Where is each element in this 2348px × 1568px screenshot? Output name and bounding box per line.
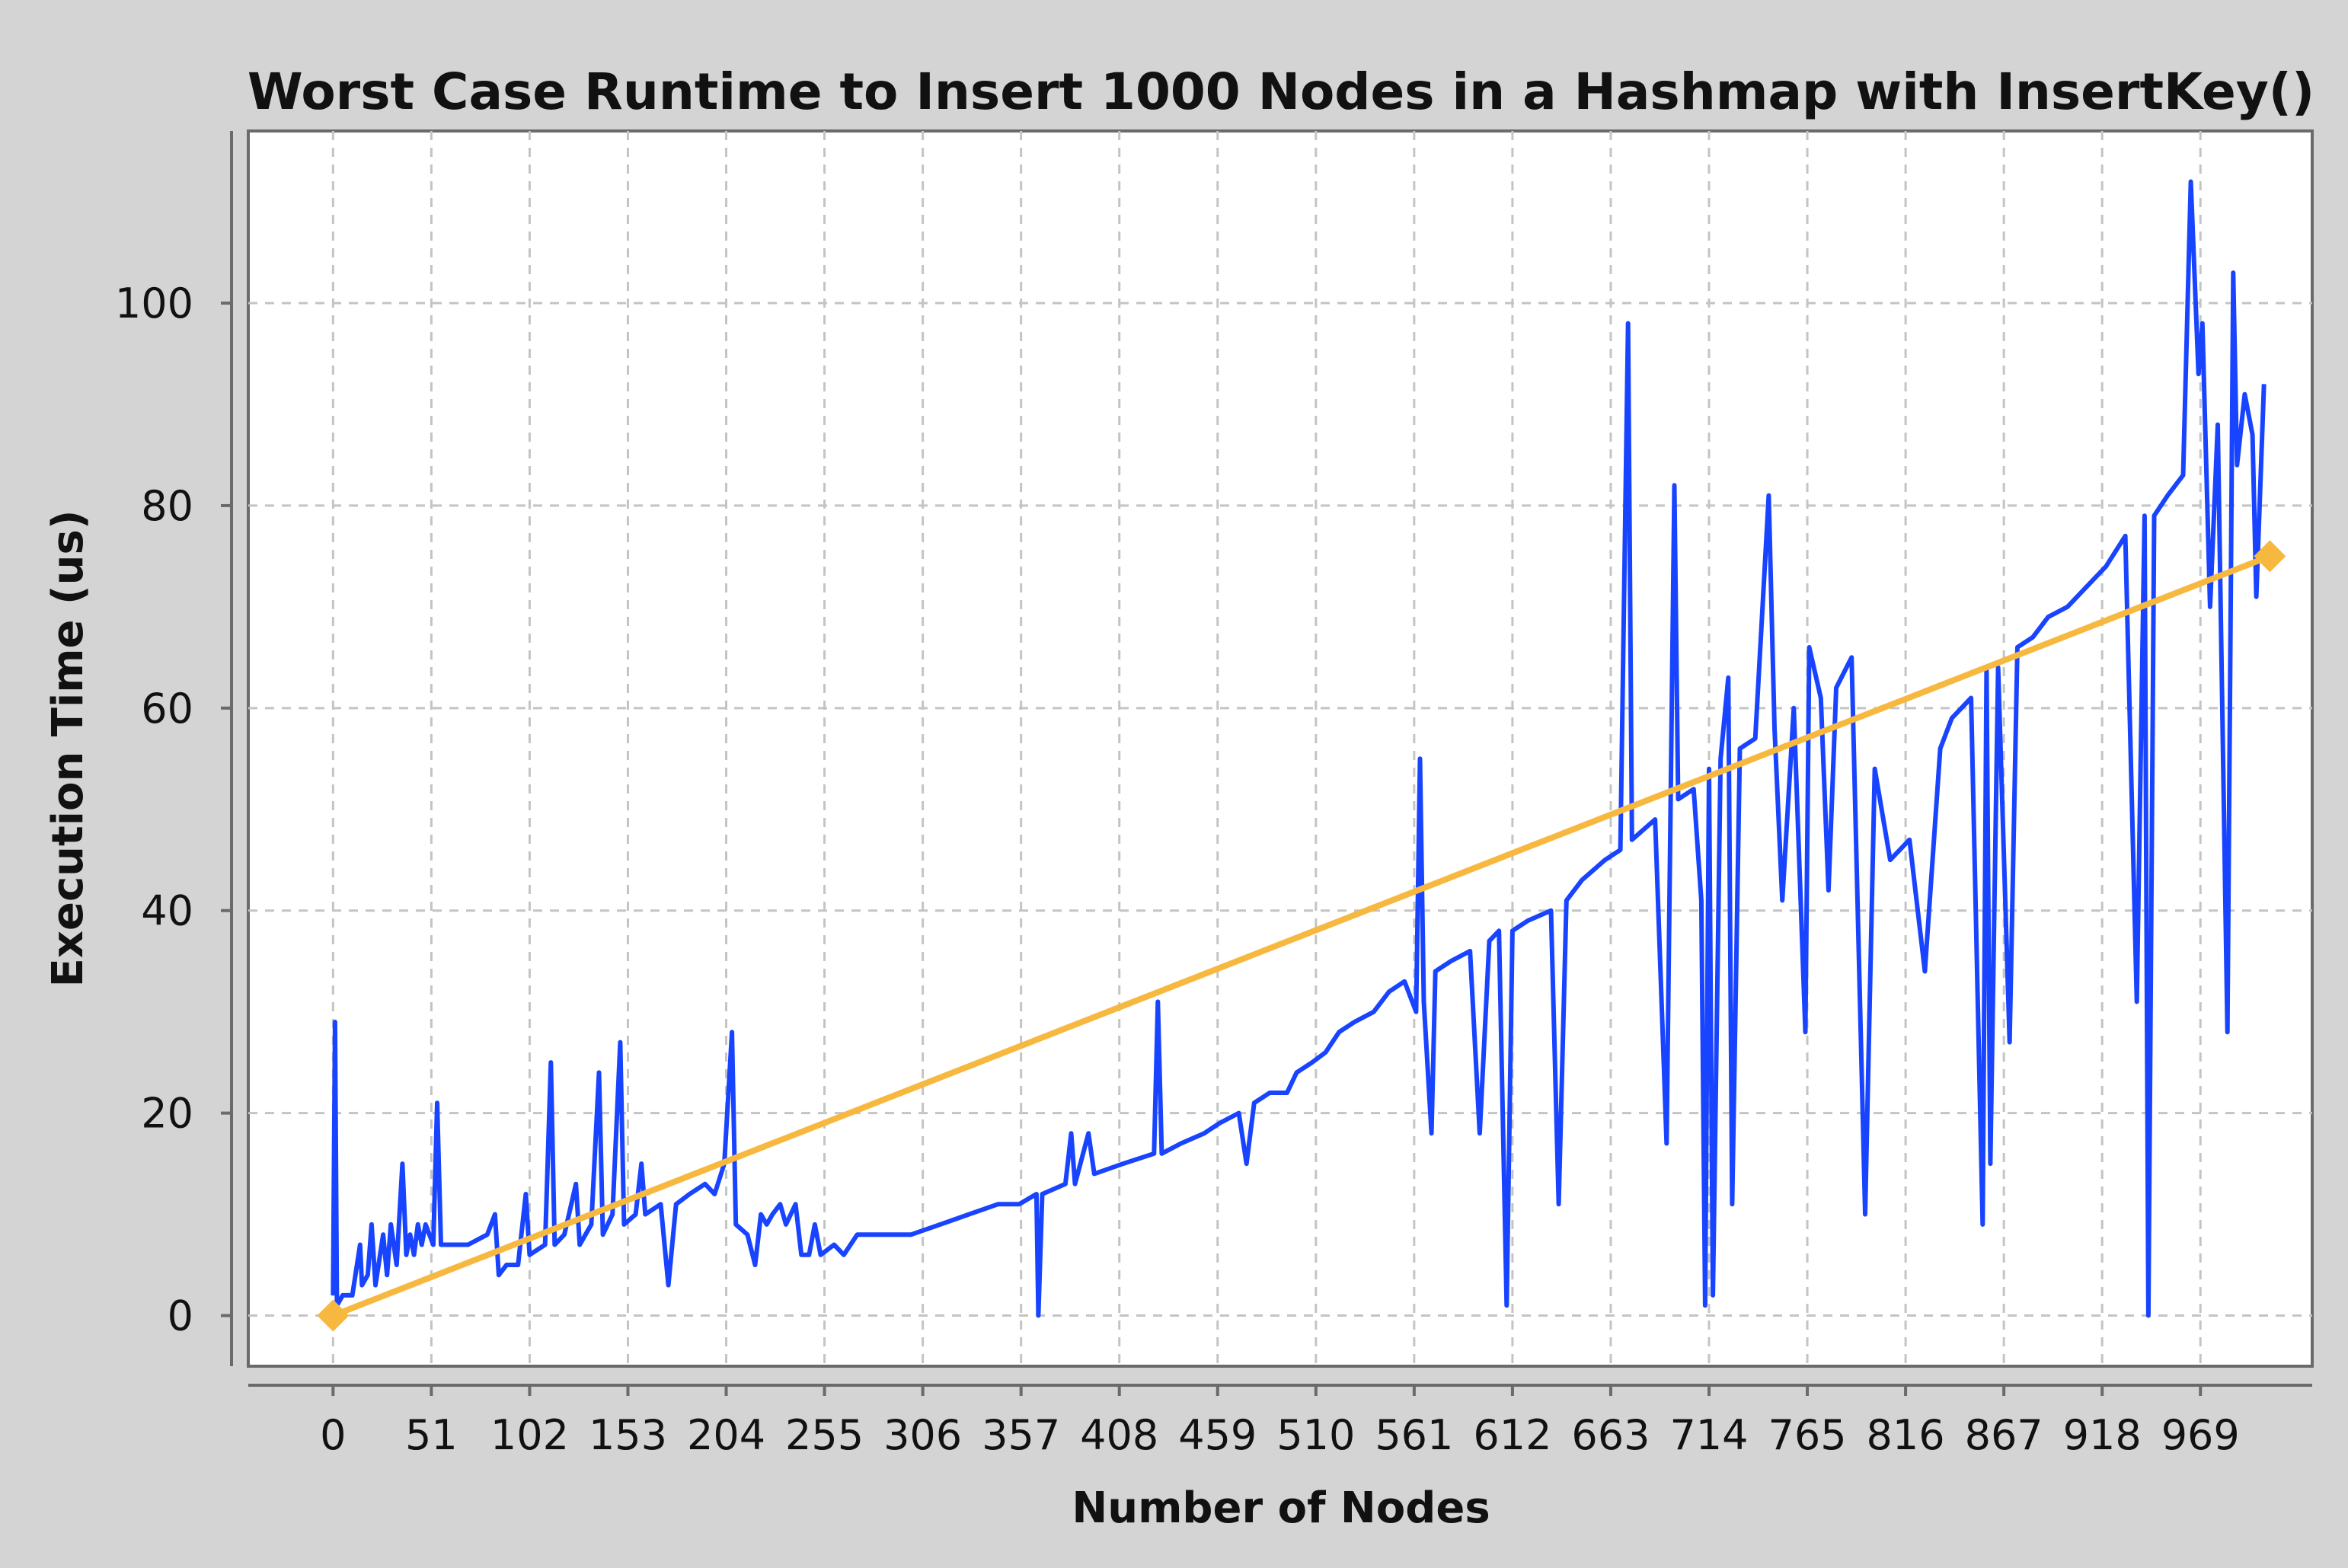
x-tick-label: 306 (883, 1411, 962, 1459)
x-tick-label: 0 (320, 1411, 346, 1459)
x-tick-label: 816 (1867, 1411, 1945, 1459)
y-tick-label: 40 (141, 887, 193, 935)
x-tick-label: 357 (982, 1411, 1060, 1459)
series-layer (317, 179, 2286, 1332)
chart-title: Worst Case Runtime to Insert 1000 Nodes … (248, 62, 2314, 121)
x-tick-label: 102 (490, 1411, 569, 1459)
y-tick-label: 100 (115, 279, 193, 327)
x-tick-label: 408 (1080, 1411, 1158, 1459)
x-tick-label: 918 (2063, 1411, 2142, 1459)
x-tick-label: 969 (2161, 1411, 2240, 1459)
y-tick-label: 20 (141, 1090, 193, 1138)
x-tick-label: 867 (1965, 1411, 2043, 1459)
x-tick-label: 51 (405, 1411, 458, 1459)
series-line-trend (330, 553, 2273, 1319)
y-axis-label: Execution Time (us) (43, 510, 93, 988)
x-tick-label: 510 (1276, 1411, 1355, 1459)
y-tick-label: 60 (141, 685, 193, 733)
trend-point-marker (2254, 540, 2286, 573)
x-axis-label: Number of Nodes (1072, 1483, 1490, 1533)
y-axis-ticks: 0 20 40 60 80 100 (115, 279, 232, 1340)
trend-point-marker (317, 1299, 350, 1332)
y-tick-label: 0 (168, 1292, 193, 1340)
x-tick-label: 663 (1571, 1411, 1650, 1459)
x-tick-label: 612 (1473, 1411, 1551, 1459)
x-axis-ticks: 0 51 102 153 204 255 306 357 408 459 510 561 612 663 7… (320, 1385, 2240, 1459)
x-tick-label: 714 (1669, 1411, 1748, 1459)
series-line-runtime (331, 179, 2267, 1318)
x-tick-label: 459 (1178, 1411, 1257, 1459)
x-tick-label: 153 (589, 1411, 667, 1459)
x-tick-label: 765 (1768, 1411, 1847, 1459)
x-tick-label: 204 (687, 1411, 765, 1459)
x-tick-label: 255 (785, 1411, 864, 1459)
grid-lines (248, 131, 2312, 1366)
x-tick-label: 561 (1375, 1411, 1453, 1459)
y-tick-label: 80 (141, 482, 193, 530)
